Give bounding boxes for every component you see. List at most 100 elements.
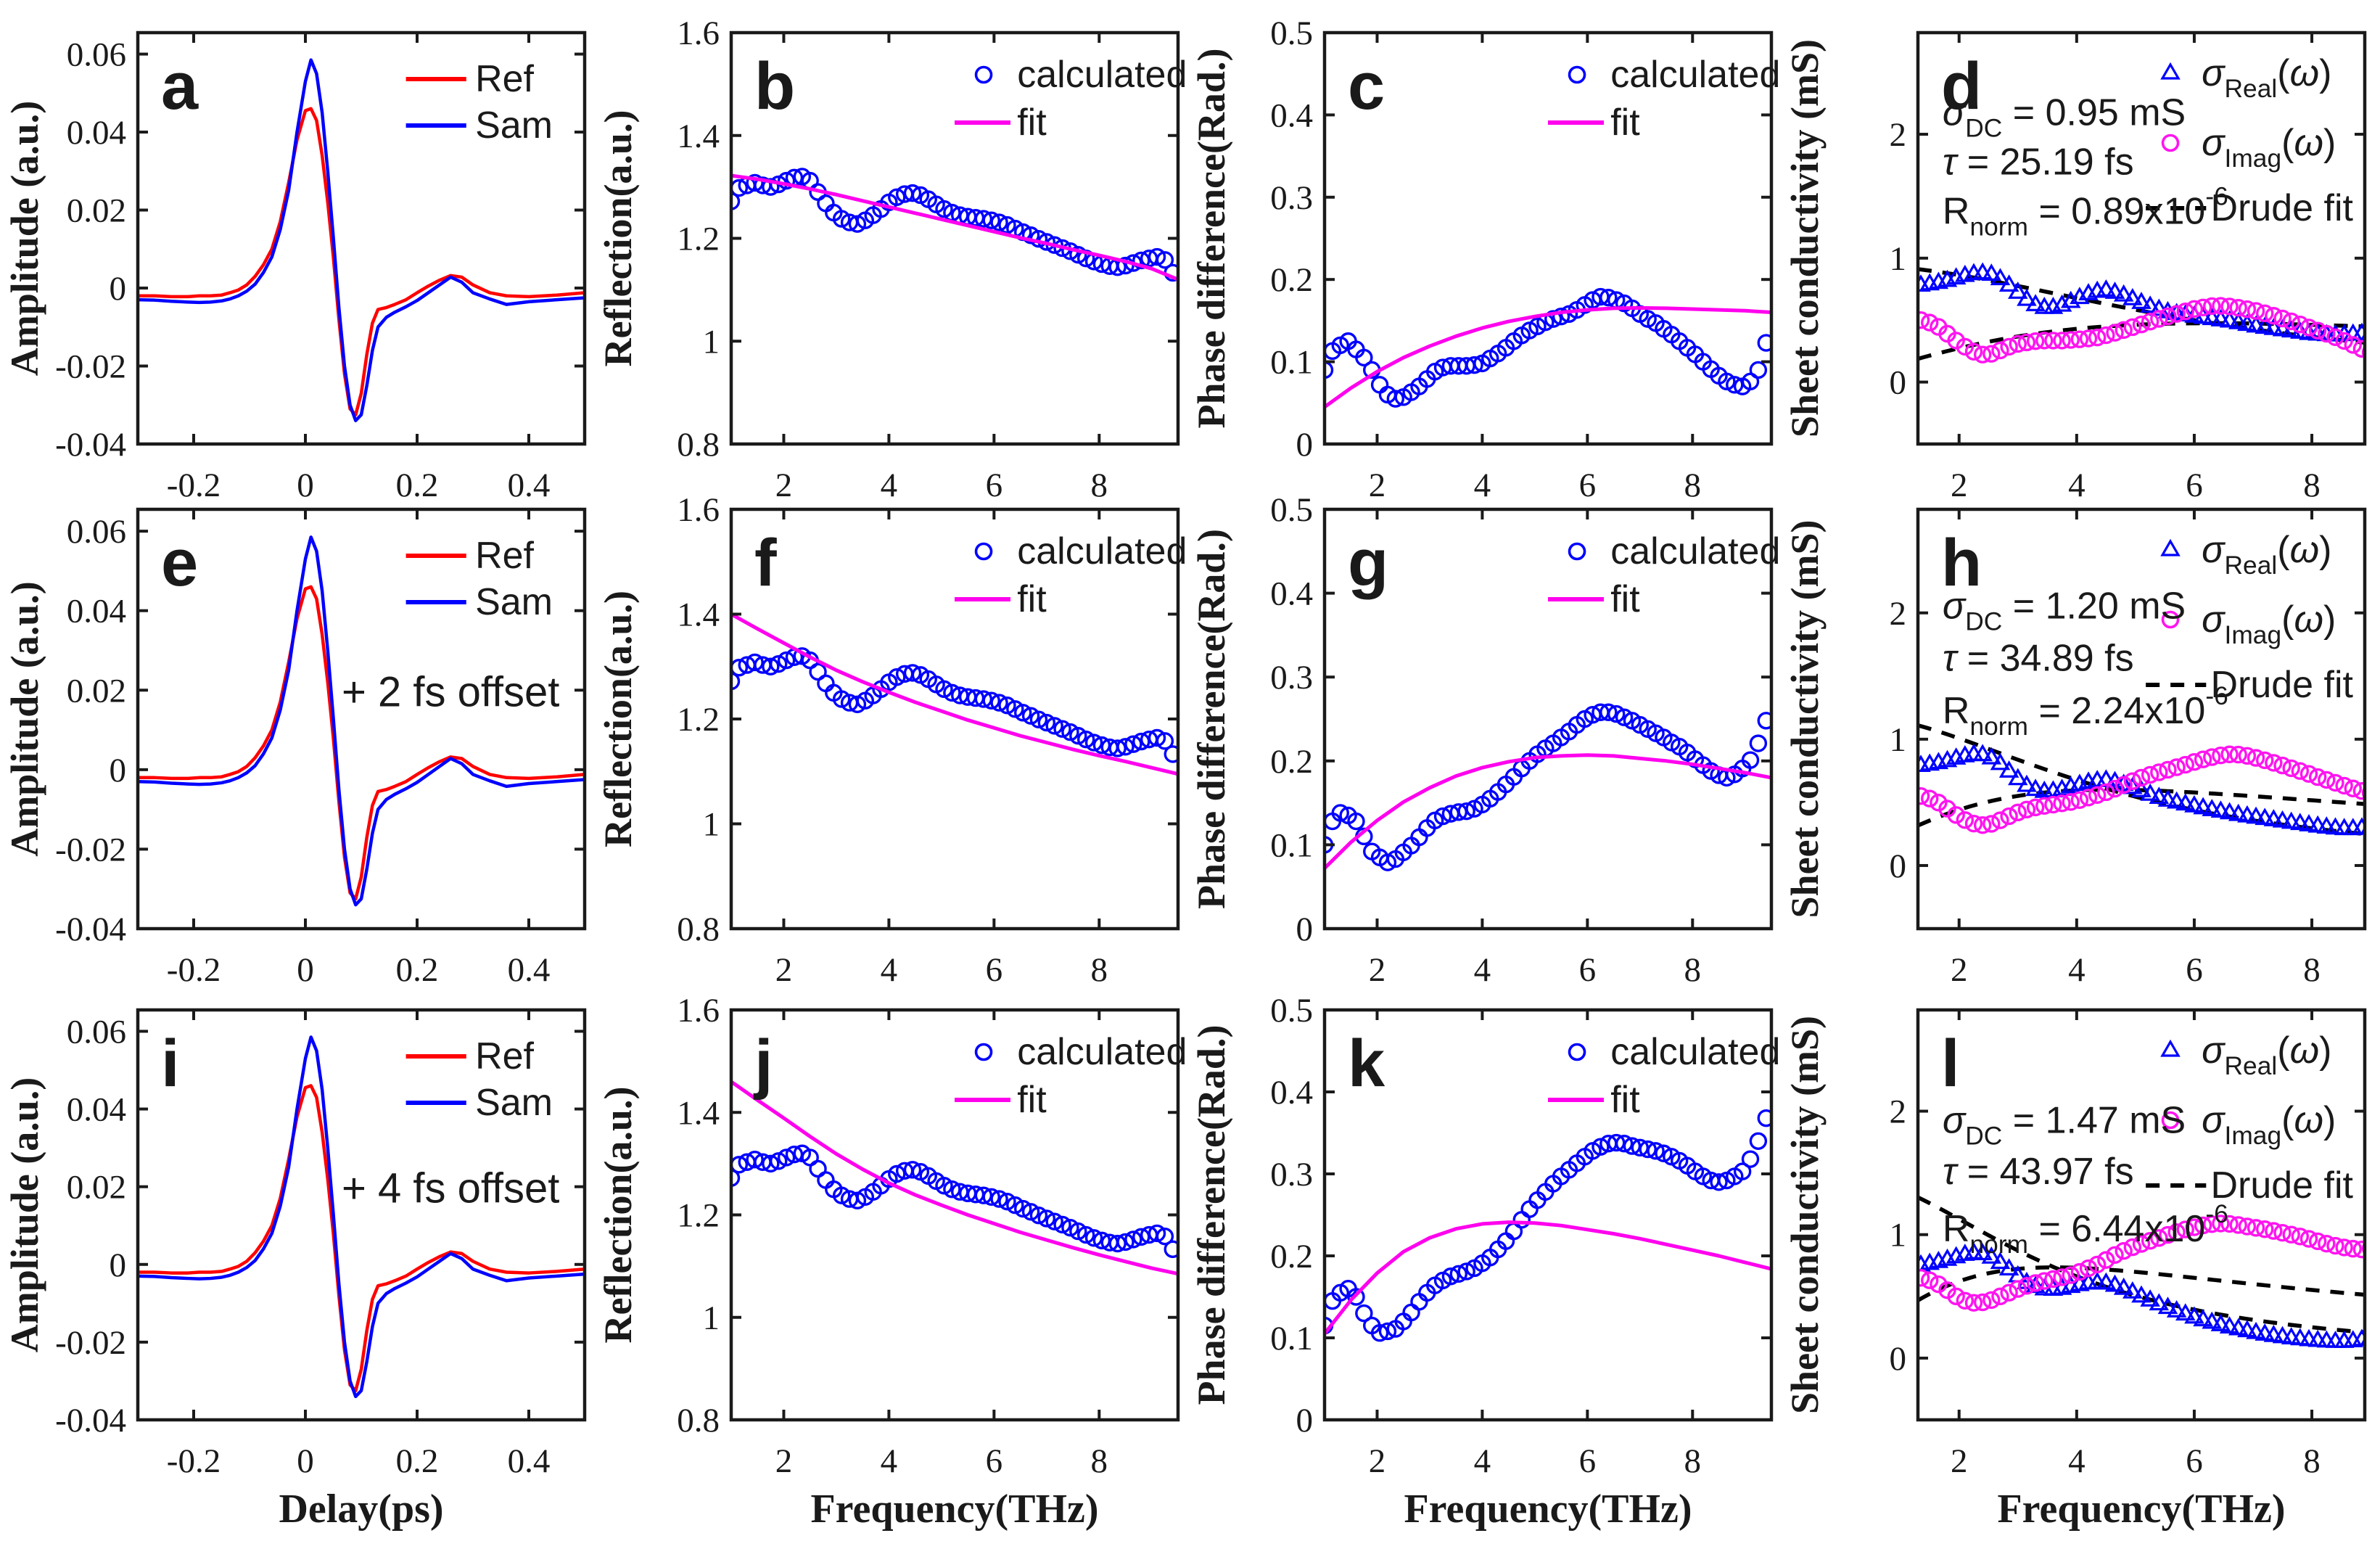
axes-f: 2 4 6 8 0.8 1 1.2 1.4 1.6 Reflection(a.u.) [596, 491, 1180, 989]
data-point-circle [2194, 298, 2212, 316]
data-point-circle [1639, 1140, 1657, 1159]
data-point-circle [2176, 1220, 2194, 1238]
curve [138, 1035, 585, 1399]
curve [731, 612, 1178, 776]
data-point-triangle [1990, 1252, 2011, 1270]
data-point-circle [1021, 226, 1040, 244]
x-tick-label: 0.2 [396, 467, 439, 504]
y-tick-label: 0.06 [67, 36, 126, 74]
data-point-circle [817, 674, 835, 693]
x-tick-label: 2 [1369, 467, 1386, 504]
y-tick-label: 1 [1890, 721, 1907, 759]
legend-label: Ref [475, 535, 534, 577]
y-tick-label: 1.6 [677, 992, 720, 1030]
data-point-circle [2115, 1241, 2133, 1260]
data-point-triangle [2184, 794, 2204, 813]
y-tick-label: 0.8 [677, 1402, 720, 1439]
legend-k: calculated fit [1548, 1031, 1780, 1121]
y-tick-label: 0.8 [677, 426, 720, 464]
curve [1325, 1220, 1771, 1336]
data-point-circle [2238, 1217, 2257, 1236]
data-point-circle [1325, 361, 1334, 379]
x-tick-label: 2 [1951, 1442, 1968, 1480]
panel-letter: i [161, 1027, 180, 1101]
y-tick-label: 1.4 [677, 1094, 720, 1132]
legend-label: σImag(ω) [2202, 122, 2336, 173]
data-point-circle [1655, 1144, 1673, 1162]
data-point-circle [982, 691, 1000, 710]
data-point-triangle [2157, 789, 2178, 807]
data-point-triangle [2008, 768, 2028, 786]
data-point-circle [2132, 315, 2151, 334]
data-point-circle [1156, 732, 1174, 750]
y-tick-label: 0.4 [1270, 575, 1313, 613]
x-axis-label: Frequency(THz) [810, 1487, 1098, 1532]
data-point-circle [1132, 1228, 1150, 1246]
x-tick-label: 6 [986, 1442, 1003, 1480]
y-tick-label: 0.4 [1270, 96, 1313, 134]
data-point-circle [903, 664, 922, 682]
data-point-triangle [2122, 287, 2143, 305]
y-tick-label: 0.5 [1270, 491, 1313, 529]
data-point-circle [1433, 807, 1452, 826]
data-point-circle [1757, 1109, 1771, 1127]
data-point-circle [2009, 1280, 2027, 1298]
data-point-circle [762, 1154, 780, 1173]
data-point-circle [1449, 1265, 1468, 1283]
data-point-circle [770, 1152, 788, 1170]
data-point-circle [1991, 1287, 2009, 1306]
x-tick-label: 2 [775, 951, 793, 989]
data-point-circle [2026, 798, 2045, 817]
data-point-circle [2017, 333, 2036, 352]
legend-label: σReal(ω) [2202, 1030, 2331, 1080]
data-point-circle [1599, 288, 1618, 307]
data-point-triangle [1972, 744, 1993, 762]
data-point-circle [1014, 1199, 1032, 1218]
y-tick-label: 1.4 [677, 118, 720, 155]
data-point-circle [2265, 307, 2283, 325]
fit-parameter: σDC = 1.47 mS [1943, 1100, 2186, 1151]
axes-l: 2 4 6 8 0 1 2 Sheet conductivity (mS) Frequency(… [1783, 1008, 2367, 1532]
legend-g: calculated fit [1548, 530, 1780, 620]
legend-label: Sam [475, 581, 553, 623]
y-tick-label: 1 [1890, 240, 1907, 278]
series-a [138, 58, 585, 423]
axes-g: 2 4 6 8 0 0.1 0.2 0.3 0.4 0.5 Phase difference(Rad… [1190, 491, 1774, 989]
data-point-triangle [2237, 313, 2257, 332]
data-point-triangle [2131, 1285, 2152, 1303]
data-point-circle [1457, 802, 1475, 821]
data-point-circle [1164, 1240, 1178, 1259]
drude-fit-imag [1918, 1265, 2365, 1302]
data-point-circle [1347, 1288, 1365, 1306]
legend-c: calculated fit [1548, 54, 1780, 144]
data-point-circle [1947, 1287, 1965, 1306]
series-f [731, 612, 1178, 776]
legend-label: calculated [1017, 530, 1187, 572]
data-point-circle [2361, 1241, 2365, 1255]
data-point-circle [1718, 372, 1736, 391]
data-point-circle [990, 213, 1008, 231]
y-axis-label: Reflection(a.u.) [596, 110, 640, 367]
data-point-circle [2361, 345, 2365, 359]
data-point-circle [1973, 345, 1992, 363]
y-tick-label: 0.02 [67, 672, 126, 710]
data-point-circle [1116, 256, 1135, 275]
data-point-triangle [2281, 1327, 2302, 1344]
data-point-circle [1053, 1215, 1071, 1234]
y-tick-label: -0.04 [55, 426, 126, 464]
x-tick-label: 8 [1091, 1442, 1108, 1480]
y-tick-label: 0 [1296, 426, 1314, 464]
data-point-circle [1921, 313, 1939, 332]
series-k [1325, 1109, 1771, 1342]
data-point-circle [943, 1180, 961, 1199]
y-tick-label: 0.04 [67, 114, 126, 152]
x-tick-label: 6 [2186, 467, 2203, 504]
y-tick-label: 0.02 [67, 192, 126, 230]
data-point-circle [731, 1169, 741, 1187]
y-tick-label: 0 [110, 1246, 127, 1284]
data-point-circle [935, 200, 953, 218]
data-point-triangle [2017, 288, 2037, 306]
x-tick-label: -0.2 [167, 951, 221, 989]
data-point-circle [1045, 717, 1063, 735]
